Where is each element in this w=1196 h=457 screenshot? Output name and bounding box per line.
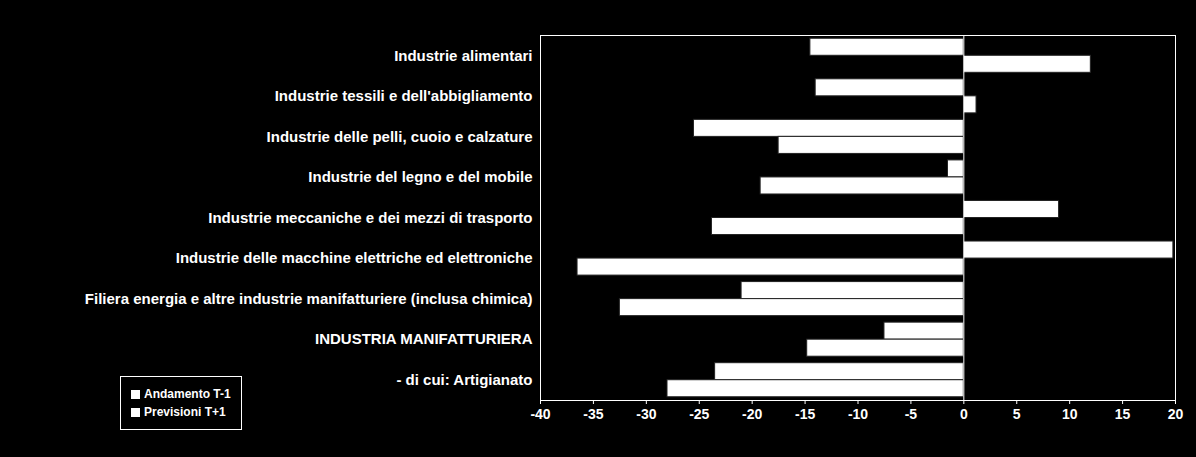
svg-text:Industrie tessili e dell'abbig: Industrie tessili e dell'abbigliamento — [275, 87, 533, 104]
svg-text:-5: -5 — [905, 406, 918, 422]
svg-text:-35: -35 — [583, 406, 603, 422]
svg-text:-30: -30 — [636, 406, 656, 422]
html-text:Previsioni T+1: Previsioni T+1 — [144, 405, 226, 419]
svg-text:Industrie meccaniche e dei mez: Industrie meccaniche e dei mezzi di tras… — [208, 209, 532, 226]
svg-text:- di cui: Artigianato: - di cui: Artigianato — [396, 371, 532, 388]
svg-text:0: 0 — [960, 406, 968, 422]
svg-text:Industrie del legno e del mobi: Industrie del legno e del mobile — [308, 168, 532, 185]
svg-text:-25: -25 — [689, 406, 709, 422]
svg-text:Industrie delle pelli, cuoio e: Industrie delle pelli, cuoio e calzature — [267, 128, 533, 145]
svg-text:Industrie alimentari: Industrie alimentari — [394, 47, 532, 64]
svg-text:-40: -40 — [530, 406, 550, 422]
svg-text:-15: -15 — [795, 406, 815, 422]
svg-text:10: 10 — [1062, 406, 1078, 422]
svg-text:-20: -20 — [742, 406, 762, 422]
svg-text:-10: -10 — [848, 406, 868, 422]
svg-text:20: 20 — [1168, 406, 1184, 422]
svg-text:15: 15 — [1115, 406, 1131, 422]
svg-text:INDUSTRIA MANIFATTURIERA: INDUSTRIA MANIFATTURIERA — [315, 330, 533, 347]
svg-text:5: 5 — [1013, 406, 1021, 422]
svg-text:Filiera energia e altre indust: Filiera energia e altre industrie manifa… — [85, 290, 533, 307]
html-text:Andamento T-1: Andamento T-1 — [144, 387, 231, 401]
svg-text:Industrie delle macchine elett: Industrie delle macchine elettriche ed e… — [176, 249, 533, 266]
